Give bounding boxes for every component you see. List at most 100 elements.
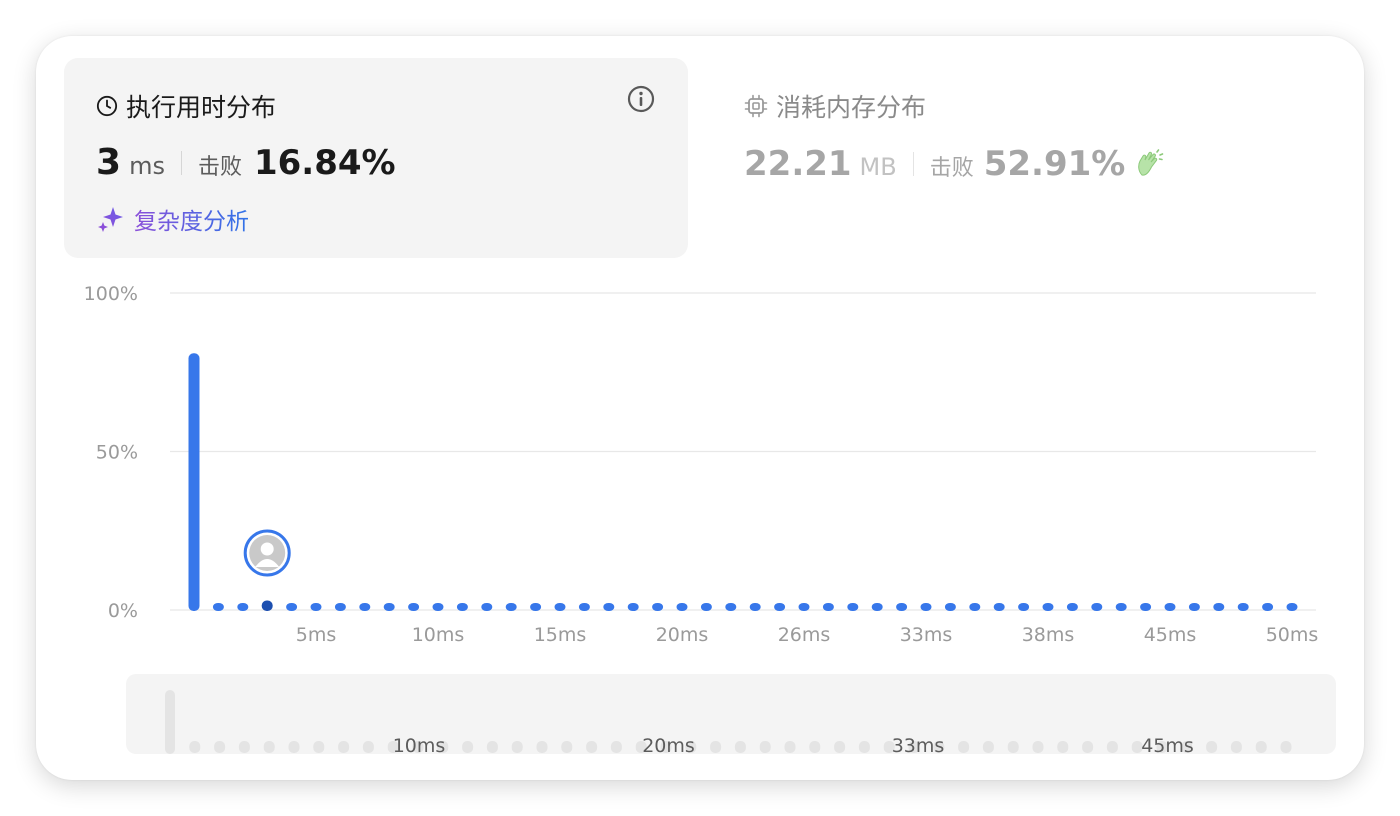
- brush-dot: [263, 741, 275, 753]
- memory-value: 22.21: [744, 144, 852, 184]
- brush-marks: 10ms 20ms 33ms 45ms: [165, 690, 1292, 757]
- avatar-head: [260, 542, 274, 556]
- bar: [505, 603, 517, 611]
- brush-dot: [1007, 741, 1019, 753]
- brush-dot: [1032, 741, 1044, 753]
- runtime-beat-percent: 16.84%: [253, 143, 396, 183]
- range-brush[interactable]: [126, 674, 1336, 754]
- brush-dot: [412, 741, 424, 753]
- memory-title: 消耗内存分布: [776, 93, 927, 122]
- bar: [1115, 603, 1127, 611]
- bars: [188, 353, 1298, 611]
- memory-beat-percent: 52.91%: [983, 144, 1126, 184]
- x-tick-label: 45ms: [1144, 624, 1197, 646]
- brush-tick-label: 33ms: [892, 735, 945, 757]
- brush-dot: [1082, 741, 1094, 753]
- brush-dot: [437, 741, 449, 753]
- info-icon[interactable]: [626, 84, 656, 114]
- x-tick-label: 15ms: [534, 624, 587, 646]
- bar: [359, 603, 371, 611]
- grid-layer: [170, 292, 1316, 611]
- avatar-icon: [243, 529, 291, 577]
- brush-dot: [1106, 741, 1118, 753]
- bar: [383, 603, 395, 611]
- chip-icon: [744, 94, 768, 118]
- brush-tick-label: 45ms: [1141, 735, 1194, 757]
- bar: [847, 603, 859, 611]
- brush-dot: [511, 741, 523, 753]
- bar: [627, 603, 639, 611]
- brush-dot: [908, 741, 920, 753]
- runtime-distribution-chart: 100% 50% 0% 5ms 10ms 15ms 20ms 26ms 33ms 38ms 45m…: [84, 283, 1319, 757]
- brush-dot: [759, 741, 771, 753]
- bar: [554, 603, 566, 611]
- memory-stat-row: 22.21 MB 击败 52.91%: [744, 144, 1165, 184]
- brush-dot: [486, 741, 498, 753]
- clap-icon: [1138, 149, 1164, 176]
- brush-dot: [387, 741, 399, 753]
- bar: [1140, 603, 1152, 611]
- bar: [578, 603, 590, 611]
- y-axis: 100% 50% 0%: [84, 283, 138, 622]
- memory-title-row[interactable]: 消耗内存分布: [744, 88, 926, 124]
- runtime-title: 执行用时分布: [126, 93, 277, 122]
- bar: [798, 603, 810, 611]
- bar: [871, 603, 883, 611]
- bar: [993, 603, 1005, 611]
- bar: [261, 600, 273, 611]
- brush-dot: [1230, 741, 1242, 753]
- bar: [1018, 603, 1030, 611]
- bar: [237, 603, 249, 611]
- x-tick-label: 26ms: [778, 624, 831, 646]
- brush-dot: [635, 741, 647, 753]
- bar: [1286, 603, 1298, 611]
- brush-dot: [313, 741, 325, 753]
- brush-dot: [1255, 741, 1267, 753]
- complexity-analysis-label: 复杂度分析: [134, 202, 249, 236]
- divider: [180, 150, 182, 175]
- x-tick-label: 20ms: [656, 624, 709, 646]
- brush-dot: [858, 741, 870, 753]
- bar: [334, 603, 346, 611]
- bar: [286, 603, 298, 611]
- bar: [896, 603, 908, 611]
- brush-bar: [165, 690, 175, 754]
- brush-dot: [189, 741, 201, 753]
- brush-dot: [1057, 741, 1069, 753]
- x-axis: 5ms 10ms 15ms 20ms 26ms 33ms 38ms 45ms 50ms: [296, 624, 1319, 646]
- runtime-unit: ms: [129, 152, 165, 180]
- bar: [652, 603, 664, 611]
- bar: [944, 603, 956, 611]
- brush-dot: [610, 741, 622, 753]
- bar: [1042, 603, 1054, 611]
- brush-tick-label: 20ms: [642, 735, 695, 757]
- runtime-panel[interactable]: 执行用时分布 3 ms 击败 16.84%: [64, 58, 688, 258]
- bar: [969, 603, 981, 611]
- brush-dot: [982, 741, 994, 753]
- brush-dot: [834, 741, 846, 753]
- brush-dot: [214, 741, 226, 753]
- x-tick-label: 10ms: [412, 624, 465, 646]
- bar: [700, 603, 712, 611]
- brush-dot: [685, 741, 697, 753]
- brush-dot: [1131, 741, 1143, 753]
- brush-dot: [1206, 741, 1218, 753]
- x-tick-label: 33ms: [900, 624, 953, 646]
- bar: [432, 603, 444, 611]
- brush-dot: [1280, 741, 1292, 753]
- bar: [920, 603, 932, 611]
- avatar-body: [255, 559, 280, 567]
- runtime-stat-row: 3 ms 击败 16.84%: [96, 142, 396, 183]
- brush-dot: [1156, 741, 1168, 753]
- runtime-distribution-card: 执行用时分布 3 ms 击败 16.84%: [36, 36, 1364, 780]
- bar: [1066, 603, 1078, 611]
- brush-dot: [710, 741, 722, 753]
- runtime-beat-label: 击败: [197, 155, 242, 180]
- sparkle-icon: [98, 207, 123, 232]
- bar: [774, 603, 786, 611]
- brush-dot: [734, 741, 746, 753]
- runtime-value: 3: [96, 142, 122, 183]
- bar: [603, 603, 615, 611]
- bar: [1091, 603, 1103, 611]
- complexity-analysis-button[interactable]: 复杂度分析: [96, 202, 249, 236]
